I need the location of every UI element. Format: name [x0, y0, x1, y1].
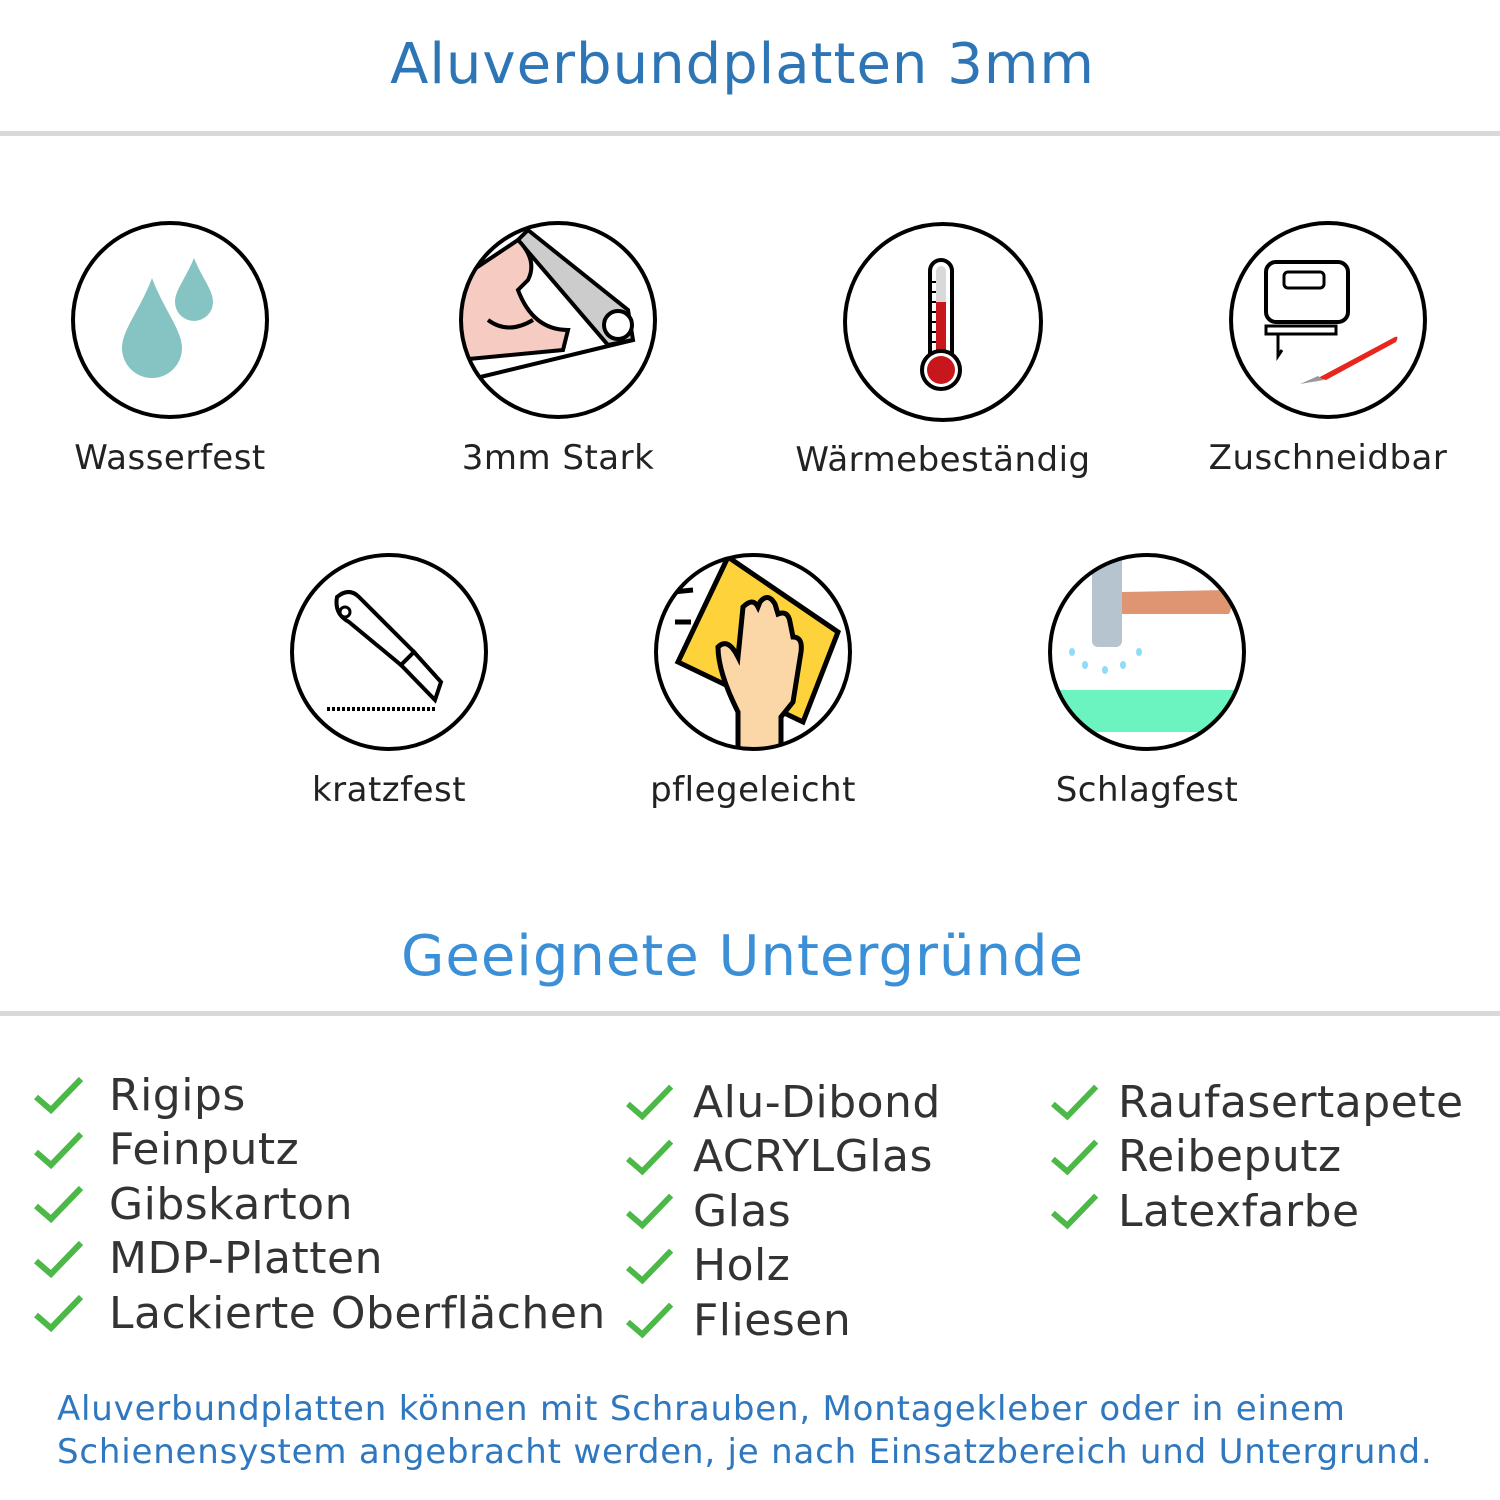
list-item: ACRYLGlas [625, 1130, 941, 1185]
page-title: Aluverbundplatten 3mm [390, 32, 1095, 97]
list-item: Holz [625, 1239, 941, 1294]
feature-label: 3mm Stark [461, 438, 655, 478]
section-title-surfaces: Geeignete Untergründe [400, 924, 1085, 989]
list-item: Feinputz [33, 1123, 606, 1178]
feature-pflegeleicht: pflegeleicht [583, 552, 923, 810]
mounting-note-line-1: Aluverbundplatten können mit Schrauben, … [57, 1389, 1346, 1429]
feature-schlagfest: Schlagfest [977, 552, 1317, 810]
list-item: Latexfarbe [1050, 1184, 1464, 1239]
feature-3mm-stark: 3mm Stark [388, 220, 728, 478]
list-item: Raufasertapete [1050, 1075, 1464, 1130]
checkmark-icon [625, 1084, 674, 1121]
checkmark-icon [34, 1240, 84, 1278]
checkmark-icon [625, 1248, 674, 1285]
feature-waermebestaendig: Wärmebeständig [773, 222, 1113, 480]
cleaning-hand-icon [654, 553, 852, 751]
checkmark-icon [1050, 1139, 1099, 1176]
surfaces-column-3: Raufasertapete Reibeputz Latexfarbe [1050, 1075, 1464, 1239]
mounting-note-line-2: Schienensystem angebracht werden, je nac… [57, 1432, 1433, 1472]
checkmark-icon [1050, 1193, 1099, 1230]
feature-zuschneidbar: Zuschneidbar [1158, 220, 1498, 478]
list-item: Gibskarton [33, 1177, 606, 1232]
thermometer-icon [843, 222, 1043, 422]
feature-label: pflegeleicht [650, 770, 856, 810]
list-item: Glas [625, 1184, 941, 1239]
feature-kratzfest: kratzfest [219, 552, 559, 810]
list-item: Alu-Dibond [625, 1075, 941, 1130]
feature-label: Zuschneidbar [1208, 438, 1448, 478]
feature-label: Schlagfest [1055, 770, 1239, 810]
feature-label: Wärmebeständig [795, 440, 1091, 480]
strong-arm-icon [459, 221, 657, 419]
list-item: Rigips [33, 1068, 606, 1123]
feature-label: Wasserfest [74, 438, 266, 478]
checkmark-icon [1050, 1084, 1099, 1121]
hammer-icon [1048, 553, 1246, 751]
list-item: Fliesen [625, 1293, 941, 1348]
feature-wasserfest: Wasserfest [0, 220, 340, 478]
surfaces-column-1: Rigips Feinputz Gibskarton MDP-Platten L… [33, 1068, 606, 1341]
water-drops-icon [71, 221, 269, 419]
checkmark-icon [625, 1302, 674, 1339]
title-divider [0, 131, 1500, 136]
checkmark-icon [625, 1139, 674, 1176]
checkmark-icon [34, 1131, 84, 1169]
cutter-knife-icon [290, 553, 488, 751]
list-item: MDP-Platten [33, 1232, 606, 1287]
feature-label: kratzfest [311, 770, 467, 810]
list-item: Reibeputz [1050, 1130, 1464, 1185]
checkmark-icon [34, 1295, 84, 1333]
checkmark-icon [34, 1186, 84, 1224]
section-divider [0, 1011, 1500, 1016]
list-item: Lackierte Oberflächen [33, 1286, 606, 1341]
checkmark-icon [625, 1193, 674, 1230]
mounting-note: Aluverbundplatten können mit Schrauben, … [57, 1388, 1433, 1474]
surfaces-column-2: Alu-Dibond ACRYLGlas Glas Holz Fliesen [625, 1075, 941, 1348]
jigsaw-cutter-icon [1229, 221, 1427, 419]
checkmark-icon [34, 1077, 84, 1115]
